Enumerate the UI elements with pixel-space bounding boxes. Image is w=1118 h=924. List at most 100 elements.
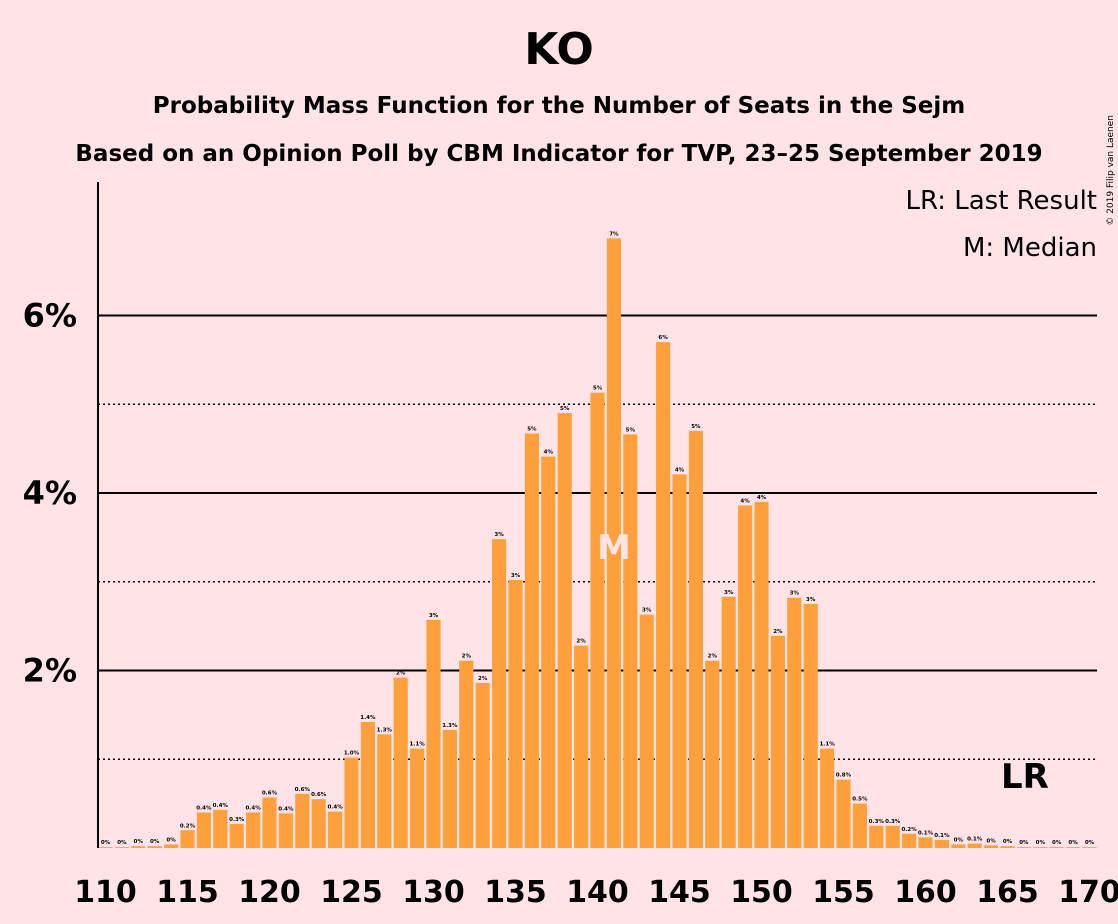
data-label: 2% <box>478 676 488 682</box>
data-label: 0% <box>1019 840 1029 846</box>
x-tick-label: 115 <box>156 875 219 910</box>
data-label: 0.2% <box>180 823 196 829</box>
x-tick-label: 120 <box>238 875 301 910</box>
data-label: 2% <box>396 671 406 677</box>
bar <box>295 793 310 848</box>
x-tick-label: 170 <box>1058 875 1118 910</box>
bar <box>410 748 425 848</box>
bar <box>393 677 408 848</box>
x-tick-label: 140 <box>566 875 629 910</box>
bars <box>98 238 1097 849</box>
bar <box>164 844 179 848</box>
bar <box>984 845 999 848</box>
bar <box>1049 847 1064 848</box>
bar <box>229 824 244 848</box>
x-tick-label: 150 <box>730 875 793 910</box>
data-label: 0% <box>1068 840 1078 846</box>
data-label: 0.2% <box>901 827 917 833</box>
data-label: 0.3% <box>885 819 901 825</box>
data-label: 0.3% <box>869 819 885 825</box>
bar <box>934 840 949 848</box>
bar <box>1066 847 1081 848</box>
copyright-note: © 2019 Filip van Laenen <box>1106 115 1116 226</box>
bar <box>426 619 441 848</box>
bar <box>639 614 654 848</box>
data-label: 1.4% <box>360 715 376 721</box>
x-tick-label: 110 <box>74 875 137 910</box>
bar <box>98 847 113 848</box>
bar <box>869 825 884 848</box>
bar <box>656 342 671 848</box>
data-label: 1.0% <box>344 750 360 756</box>
x-tick-label: 160 <box>894 875 957 910</box>
data-label: 0.4% <box>245 806 261 812</box>
data-label: 0% <box>166 837 176 843</box>
bar <box>902 833 917 848</box>
bar <box>1000 846 1015 848</box>
data-label: 0.1% <box>918 830 934 836</box>
data-label: 0.1% <box>934 833 950 839</box>
x-tick-label: 125 <box>320 875 383 910</box>
chart-subtitle-1: Probability Mass Function for the Number… <box>153 93 965 119</box>
data-label: 0.8% <box>836 773 852 779</box>
bar <box>705 660 720 848</box>
data-label: 4% <box>740 498 750 504</box>
bar <box>606 238 621 849</box>
x-tick-label: 130 <box>402 875 465 910</box>
bar <box>360 721 375 848</box>
data-label: 5% <box>593 386 603 392</box>
bar <box>836 779 851 848</box>
data-label: 1.1% <box>819 742 835 748</box>
data-label: 7% <box>609 231 619 237</box>
bar <box>623 434 638 848</box>
data-label: 5% <box>527 427 537 433</box>
bar <box>590 392 605 848</box>
data-label: 0% <box>1036 840 1046 846</box>
bar <box>951 844 966 848</box>
bar <box>442 729 457 848</box>
median-marker: M <box>597 528 631 568</box>
data-label: 0% <box>150 839 160 845</box>
data-label: 0% <box>986 838 996 844</box>
bar <box>1016 847 1031 848</box>
bar <box>787 597 802 848</box>
bar <box>344 757 359 848</box>
data-label: 0.3% <box>229 817 245 823</box>
data-label: 4% <box>757 495 767 501</box>
bar <box>967 843 982 848</box>
bar <box>492 539 507 848</box>
bar <box>196 812 211 848</box>
x-tick-label: 165 <box>976 875 1039 910</box>
data-label: 0.6% <box>262 790 278 796</box>
data-label: 0% <box>1085 840 1095 846</box>
bar <box>131 846 146 848</box>
data-label: 6% <box>658 335 668 341</box>
y-axis-ticks: 2% 4% 6% <box>23 297 77 690</box>
data-label: 3% <box>790 591 800 597</box>
bar <box>180 830 195 848</box>
bar <box>1033 847 1048 848</box>
bar <box>328 811 343 848</box>
x-tick-label: 145 <box>648 875 711 910</box>
bar <box>852 803 867 848</box>
bar <box>147 846 162 848</box>
data-label: 0.4% <box>327 805 343 811</box>
data-label: 3% <box>429 613 439 619</box>
bar <box>475 682 490 848</box>
bar <box>377 734 392 848</box>
bar <box>672 474 687 848</box>
data-label: 5% <box>691 424 701 430</box>
data-label: 0% <box>954 837 964 843</box>
data-label: 5% <box>560 406 570 412</box>
bar <box>1082 847 1097 848</box>
data-label: 2% <box>708 654 718 660</box>
data-label: 0% <box>1052 840 1062 846</box>
chart-subtitle-2: Based on an Opinion Poll by CBM Indicato… <box>75 141 1042 167</box>
y-tick-label: 6% <box>23 297 77 335</box>
data-label: 1.3% <box>377 727 393 733</box>
data-label: 1.3% <box>442 723 458 729</box>
data-label: 4% <box>675 467 685 473</box>
bar <box>803 603 818 848</box>
data-labels: 0% 0% 0% 0% 0%0.2%0.4% 0.4%0.3%0.4%0.6%0.4%0.… <box>101 231 1095 846</box>
